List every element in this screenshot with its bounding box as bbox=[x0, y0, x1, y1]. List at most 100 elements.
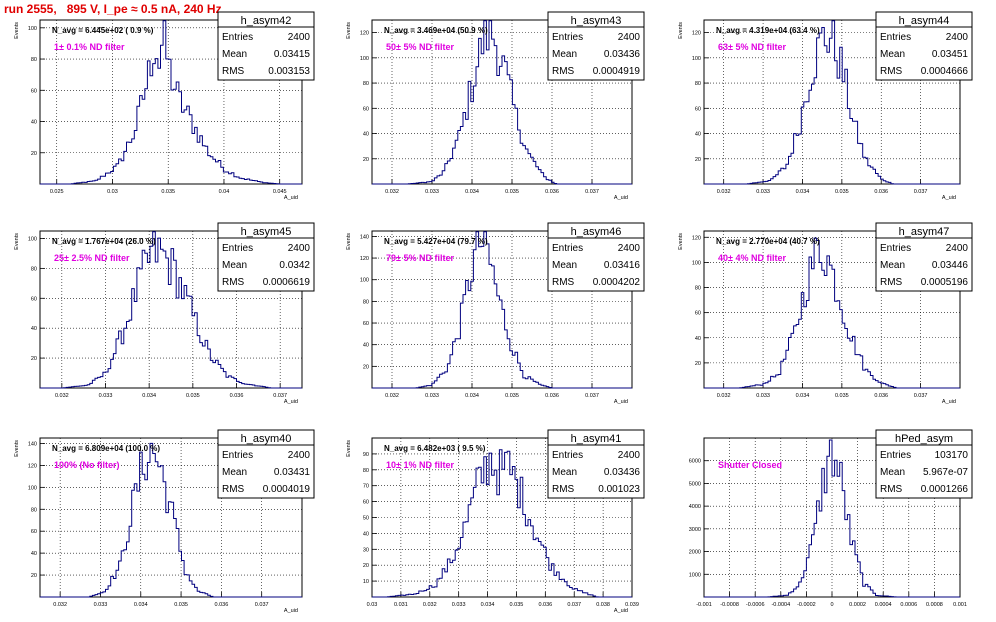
navg-label: N_avg = 1.767e+04 (26.0 %) bbox=[52, 237, 156, 246]
y-tick-label: 100 bbox=[28, 236, 37, 242]
y-tick-label: 80 bbox=[363, 81, 369, 87]
y-tick-label: 120 bbox=[360, 256, 369, 262]
histogram-name: h_asym46 bbox=[571, 226, 622, 238]
x-tick-label: 0.033 bbox=[94, 602, 108, 608]
histogram-panel-h_asym47: 0.032 0.033 0.034 0.035 0.036 0.037 20 40 60 80 10… bbox=[678, 222, 973, 405]
y-tick-label: 3000 bbox=[689, 527, 701, 533]
y-tick-label: 60 bbox=[363, 106, 369, 112]
stats-label: Mean bbox=[222, 260, 247, 271]
stats-label: Entries bbox=[880, 243, 911, 254]
filter-annotation: 100% (No filter) bbox=[54, 460, 120, 470]
stats-label: RMS bbox=[880, 484, 903, 495]
filter-annotation: 50± 5% ND filter bbox=[386, 42, 454, 52]
x-tick-label: 0.035 bbox=[174, 602, 188, 608]
stats-label: Mean bbox=[880, 260, 905, 271]
x-tick-label: 0.033 bbox=[99, 393, 113, 399]
filter-annotation: 25± 2.5% ND filter bbox=[54, 253, 130, 263]
stats-box bbox=[217, 429, 315, 499]
x-tick-label: 0.039 bbox=[625, 602, 639, 608]
histogram-curve bbox=[40, 231, 302, 389]
plot-frame bbox=[703, 19, 961, 185]
y-tick-label: 10 bbox=[363, 579, 369, 585]
y-tick-label: 6000 bbox=[689, 459, 701, 465]
stats-value: 0.0006619 bbox=[263, 277, 311, 288]
y-tick-label: 120 bbox=[28, 463, 37, 469]
y-axis-title: Events bbox=[346, 22, 352, 39]
x-tick-label: 0.035 bbox=[161, 189, 175, 195]
y-axis-title: Events bbox=[14, 440, 20, 457]
stats-box bbox=[875, 222, 973, 292]
stats-label: RMS bbox=[552, 66, 575, 77]
stats-value: 0.0342 bbox=[279, 260, 310, 271]
x-tick-label: 0.037 bbox=[585, 393, 599, 399]
stats-value: 5.967e-07 bbox=[923, 467, 968, 478]
x-tick-label: 0.035 bbox=[186, 393, 200, 399]
plot-frame bbox=[39, 230, 303, 389]
y-tick-label: 100 bbox=[28, 26, 37, 32]
x-tick-label: 0.037 bbox=[273, 393, 287, 399]
y-tick-label: 60 bbox=[695, 106, 701, 112]
stats-value: 0.001023 bbox=[598, 484, 640, 495]
filter-annotation: 40± 4% ND filter bbox=[718, 253, 786, 263]
stats-label: Mean bbox=[880, 467, 905, 478]
y-tick-label: 80 bbox=[31, 57, 37, 63]
plot-frame bbox=[371, 230, 633, 389]
x-tick-label: 0.037 bbox=[914, 189, 928, 195]
histogram-name: h_asym42 bbox=[241, 15, 292, 27]
filter-annotation: 63± 5% ND filter bbox=[718, 42, 786, 52]
stats-value: 2400 bbox=[288, 32, 311, 43]
stats-box bbox=[217, 11, 315, 81]
y-tick-label: 50 bbox=[363, 516, 369, 522]
y-tick-label: 100 bbox=[692, 56, 701, 62]
x-tick-label: 0.03 bbox=[367, 602, 378, 608]
histogram-panel-h_asym46: 0.032 0.033 0.034 0.035 0.036 0.037 20 40 60 80 10… bbox=[346, 222, 645, 405]
x-axis-title: A_uid bbox=[284, 399, 298, 405]
stats-label: RMS bbox=[552, 484, 575, 495]
stats-label: Entries bbox=[552, 32, 583, 43]
x-tick-label: 0.035 bbox=[505, 393, 519, 399]
y-axis-title: Events bbox=[678, 22, 684, 39]
x-tick-label: 0.036 bbox=[545, 393, 559, 399]
y-axis-title: Events bbox=[346, 440, 352, 457]
y-tick-label: 1000 bbox=[689, 572, 701, 578]
x-axis-title: A_uid bbox=[284, 608, 298, 614]
x-tick-label: 0.035 bbox=[835, 189, 849, 195]
y-tick-label: 60 bbox=[31, 88, 37, 94]
x-tick-label: 0.034 bbox=[796, 393, 810, 399]
histogram-curve bbox=[372, 231, 632, 389]
y-tick-label: 100 bbox=[692, 260, 701, 266]
x-tick-label: 0.035 bbox=[510, 602, 524, 608]
filter-annotation: 10± 1% ND filter bbox=[386, 460, 454, 470]
y-tick-label: 20 bbox=[695, 361, 701, 367]
x-tick-label: 0.0004 bbox=[875, 602, 892, 608]
y-tick-label: 120 bbox=[692, 235, 701, 241]
x-tick-label: 0.034 bbox=[796, 189, 810, 195]
x-tick-label: 0.032 bbox=[385, 189, 399, 195]
x-axis-title: A_uid bbox=[614, 195, 628, 201]
stats-value: 0.03431 bbox=[274, 467, 311, 478]
navg-label: N_avg = 6.482e+03 ( 9.5 %) bbox=[384, 444, 486, 453]
y-tick-label: 5000 bbox=[689, 481, 701, 487]
stats-value: 2400 bbox=[618, 243, 641, 254]
plot-frame bbox=[703, 230, 961, 389]
stats-value: 0.0005196 bbox=[921, 277, 969, 288]
stats-value: 2400 bbox=[618, 450, 641, 461]
y-tick-label: 4000 bbox=[689, 504, 701, 510]
y-tick-label: 80 bbox=[363, 468, 369, 474]
histogram-panel-h_asym41: 0.03 0.031 0.032 0.033 0.034 0.035 0.036 0.037 0… bbox=[346, 429, 645, 614]
stats-value: 2400 bbox=[288, 450, 311, 461]
stats-label: Entries bbox=[552, 243, 583, 254]
plot-frame bbox=[371, 19, 633, 185]
y-tick-label: 70 bbox=[363, 484, 369, 490]
stats-value: 0.0004202 bbox=[593, 277, 641, 288]
x-tick-label: 0.036 bbox=[215, 602, 229, 608]
y-tick-label: 20 bbox=[31, 151, 37, 157]
y-tick-label: 20 bbox=[31, 356, 37, 362]
histogram-name: h_asym44 bbox=[899, 15, 950, 27]
y-tick-label: 90 bbox=[363, 452, 369, 458]
histogram-name: h_asym43 bbox=[571, 15, 622, 27]
y-tick-label: 80 bbox=[31, 507, 37, 513]
stats-box bbox=[547, 429, 645, 499]
x-tick-label: -0.001 bbox=[696, 602, 712, 608]
